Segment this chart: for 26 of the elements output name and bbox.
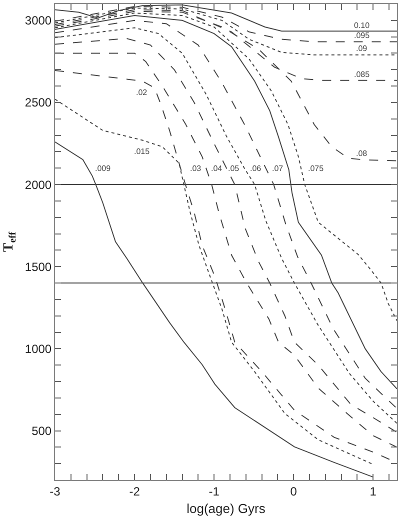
series-label: .02 [136, 88, 148, 97]
y-tick-label: 500 [32, 424, 52, 438]
series-label: .075 [308, 164, 324, 173]
series-label: .085 [354, 70, 370, 79]
series-label: 0.10 [354, 21, 370, 30]
series-label: .08 [356, 149, 368, 158]
x-tick-label: 1 [370, 484, 377, 498]
x-tick-label: -3 [50, 484, 61, 498]
series-label: .09 [356, 44, 368, 53]
series-label: .009 [95, 164, 112, 173]
series-label: .04 [211, 164, 223, 173]
y-tick-label: 3000 [24, 14, 52, 28]
y-tick-label: 2000 [24, 178, 52, 192]
series-label: .03 [190, 164, 202, 173]
x-axis-title: log(age) Gyrs [186, 501, 266, 516]
series-label: .07 [272, 164, 284, 173]
y-tick-label: 1500 [24, 260, 52, 274]
series-label: .095 [354, 31, 370, 40]
series-label: .015 [134, 147, 150, 156]
x-tick-label: 0 [290, 484, 298, 498]
y-tick-label: 1000 [24, 342, 52, 356]
x-tick-label: -2 [129, 484, 140, 498]
x-tick-label: -1 [208, 484, 220, 498]
series-label: .06 [250, 164, 262, 173]
series-label: .05 [228, 164, 240, 173]
y-tick-label: 2500 [24, 96, 52, 110]
